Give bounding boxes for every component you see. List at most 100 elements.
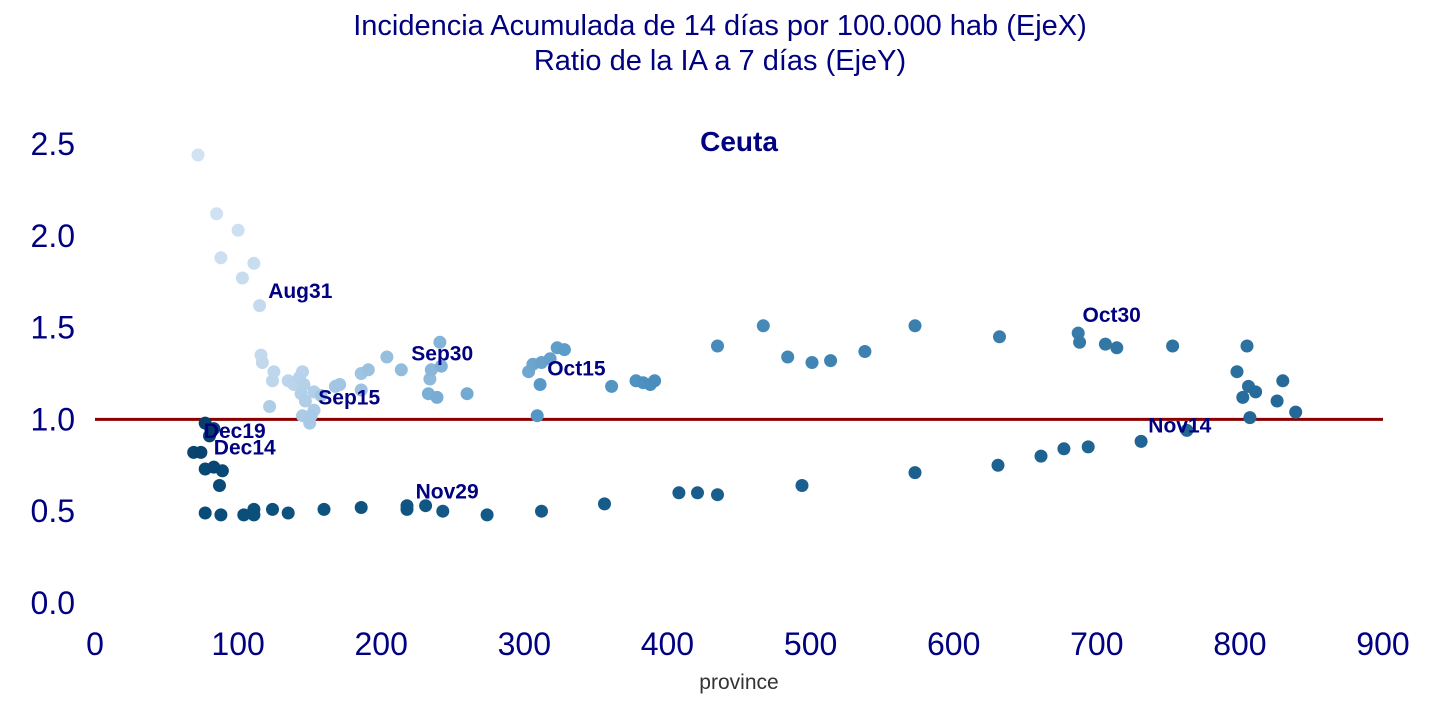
- data-point: [1249, 385, 1263, 399]
- y-tick-label: 0.0: [31, 585, 75, 621]
- annotation-label: Oct15: [547, 357, 606, 380]
- data-point: [361, 363, 375, 377]
- data-point: [354, 383, 368, 397]
- annotation-label: Nov29: [416, 480, 479, 503]
- data-point: [298, 394, 312, 408]
- annotation-label: Dec14: [214, 436, 276, 459]
- data-point: [1098, 337, 1112, 351]
- data-point: [543, 352, 557, 366]
- data-point: [354, 501, 368, 514]
- data-point: [214, 508, 228, 522]
- data-point: [648, 374, 662, 388]
- x-tick-label: 600: [927, 626, 980, 662]
- data-point: [380, 350, 394, 364]
- data-point: [314, 389, 328, 402]
- data-point: [535, 504, 548, 518]
- x-tick-label: 400: [641, 626, 694, 662]
- data-point: [1081, 440, 1095, 454]
- data-point: [333, 378, 347, 391]
- y-tick-label: 1.5: [31, 310, 75, 346]
- data-point: [281, 506, 295, 520]
- data-point: [1289, 405, 1303, 419]
- chart-title-line-2: Ratio de la IA a 7 días (EjeY): [533, 45, 907, 77]
- data-point: [303, 416, 317, 430]
- x-tick-label: 700: [1070, 626, 1123, 662]
- data-point: [430, 390, 444, 404]
- x-tick-label: 100: [211, 626, 264, 662]
- data-point: [204, 423, 218, 437]
- y-tick-label: 2.0: [31, 218, 75, 254]
- y-tick-label: 2.5: [31, 126, 75, 162]
- y-tick-label: 0.5: [31, 493, 75, 529]
- y-tick-layer: 0.0 0.5 1.0 1.5 2.0 2.5: [31, 126, 75, 621]
- x-tick-label: 0: [86, 626, 104, 662]
- annotation-label: Nov14: [1148, 414, 1211, 437]
- data-point: [210, 207, 224, 221]
- data-point: [824, 354, 838, 368]
- data-point: [533, 378, 547, 391]
- data-point: [198, 506, 212, 520]
- data-point: [253, 299, 267, 313]
- x-tick-label: 500: [784, 626, 837, 662]
- data-point: [433, 335, 447, 349]
- data-point: [1276, 374, 1290, 388]
- data-point: [191, 148, 205, 162]
- data-point: [908, 319, 922, 333]
- data-point: [247, 256, 261, 270]
- data-point: [858, 345, 872, 358]
- data-point: [436, 504, 450, 518]
- data-point: [691, 486, 704, 500]
- chart-title-line-1: Incidencia Acumulada de 14 días por 100.…: [353, 10, 1087, 42]
- data-point: [993, 330, 1006, 344]
- data-point: [672, 486, 686, 500]
- data-point: [1057, 442, 1071, 456]
- chart-subtitle: Ceuta: [700, 126, 778, 157]
- data-point: [1073, 335, 1087, 349]
- data-point: [460, 387, 474, 401]
- data-point: [255, 356, 269, 369]
- data-point: [419, 499, 433, 513]
- data-point: [400, 502, 414, 516]
- data-point: [1270, 394, 1284, 408]
- data-point: [1180, 423, 1194, 437]
- data-point: [598, 497, 611, 511]
- data-point: [424, 363, 438, 377]
- data-point: [711, 488, 724, 502]
- data-point: [231, 223, 245, 237]
- data-point: [266, 374, 279, 388]
- annotation-layer: Aug31 Sep30 Sep15 Oct15 Oct30 Nov14 Nov29 Dec19…: [204, 280, 1212, 503]
- data-point: [434, 359, 448, 373]
- data-point: [317, 502, 331, 516]
- annotation-label: Aug31: [268, 280, 333, 303]
- data-point: [213, 479, 226, 492]
- data-point: [194, 445, 208, 459]
- data-point: [781, 350, 795, 364]
- y-tick-label: 1.0: [31, 401, 75, 437]
- data-point: [1243, 411, 1257, 425]
- data-point: [711, 339, 724, 353]
- data-point: [1236, 390, 1250, 404]
- data-point: [805, 356, 819, 369]
- points-layer: [187, 148, 1303, 522]
- data-point: [235, 271, 249, 285]
- x-tick-layer: 0 100 200 300 400 500 600 700 800 900: [86, 626, 1410, 662]
- data-point: [214, 251, 228, 265]
- data-point: [247, 508, 261, 522]
- data-point: [1240, 339, 1254, 353]
- data-point: [480, 508, 494, 522]
- annotation-label: Dec19: [204, 420, 266, 443]
- annotation-label: Sep15: [318, 387, 380, 410]
- data-point: [1110, 341, 1124, 355]
- data-point: [237, 508, 251, 522]
- data-point: [266, 502, 279, 516]
- data-point: [991, 458, 1005, 472]
- data-point: [207, 460, 221, 474]
- data-point: [756, 319, 770, 333]
- x-tick-label: 200: [355, 626, 408, 662]
- x-tick-label: 300: [498, 626, 551, 662]
- x-axis-label: province: [699, 671, 778, 694]
- x-tick-label: 900: [1356, 626, 1409, 662]
- data-point: [1230, 365, 1244, 379]
- data-point: [394, 363, 408, 377]
